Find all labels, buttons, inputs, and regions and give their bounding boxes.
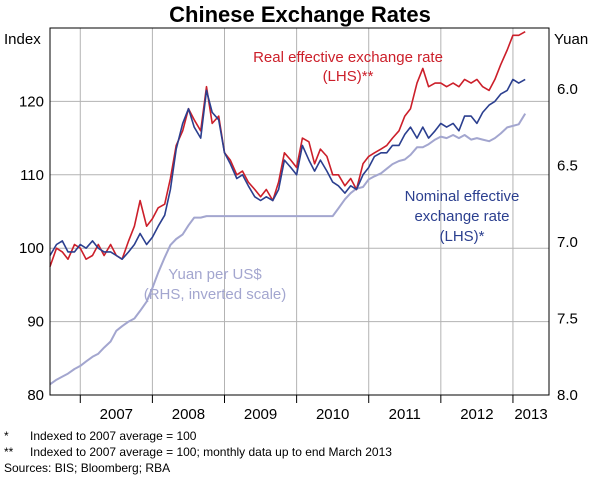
- series-label-nominal-line3: (LHS)*: [439, 228, 484, 245]
- chart-title: Chinese Exchange Rates: [169, 2, 431, 27]
- footnote-2-mark: **: [4, 445, 14, 459]
- right-axis-label: Yuan: [554, 31, 588, 48]
- series-line-nominal-effective: [49, 78, 526, 261]
- left-tick-label: 90: [27, 314, 44, 331]
- x-tick-label: 2011: [389, 406, 421, 423]
- left-tick-label: 120: [19, 93, 44, 110]
- footnote-2: ** Indexed to 2007 average = 100; monthly…: [4, 444, 392, 460]
- sources-line: Sources: BIS; Bloomberg; RBA: [4, 461, 171, 475]
- series-label-real-line1: Real effective exchange rate: [253, 49, 443, 66]
- x-tick-label: 2009: [244, 406, 277, 423]
- series-line-real-effective: [49, 31, 526, 267]
- right-tick-label: 6.5: [557, 158, 578, 175]
- series-label-yuan-line2: (RHS, inverted scale): [144, 286, 287, 303]
- chart-notes: * Indexed to 2007 average = 100 ** Indexed…: [4, 428, 392, 476]
- right-tick-label: 6.0: [557, 81, 578, 98]
- series-line-yuan-per-usd: [49, 113, 527, 386]
- right-tick-label: 7.0: [557, 234, 578, 251]
- x-tick-label: 2007: [100, 406, 133, 423]
- footnote-1-text: Indexed to 2007 average = 100: [30, 429, 197, 443]
- left-tick-label: 110: [20, 167, 44, 184]
- tick-labels: 80 90 100 110 120 6.0 6.5 7.0 7.5 8.0 2007 2008 2009…: [19, 81, 578, 423]
- right-tick-label: 8.0: [557, 387, 578, 404]
- series-label-real-line2: (LHS)**: [323, 68, 374, 85]
- left-tick-label: 100: [19, 240, 44, 257]
- series-lines: [49, 31, 527, 386]
- x-tick-label: 2008: [172, 406, 205, 423]
- plot-area-frame: [49, 27, 550, 396]
- x-tick-label: 2013: [514, 406, 547, 423]
- series-label-nominal-line1: Nominal effective: [405, 188, 520, 205]
- series-label-yuan-line1: Yuan per US$: [168, 266, 262, 283]
- footnote-1: * Indexed to 2007 average = 100: [4, 428, 392, 444]
- left-tick-label: 80: [27, 387, 44, 404]
- footnote-1-mark: *: [4, 429, 9, 443]
- right-tick-label: 7.5: [557, 311, 578, 328]
- grid: [50, 28, 549, 395]
- x-tick-label: 2010: [316, 406, 349, 423]
- left-axis-label: Index: [4, 31, 41, 48]
- x-tick-label: 2012: [460, 406, 493, 423]
- series-label-nominal-line2: exchange rate: [414, 208, 509, 225]
- footnote-2-text: Indexed to 2007 average = 100; monthly d…: [30, 445, 392, 459]
